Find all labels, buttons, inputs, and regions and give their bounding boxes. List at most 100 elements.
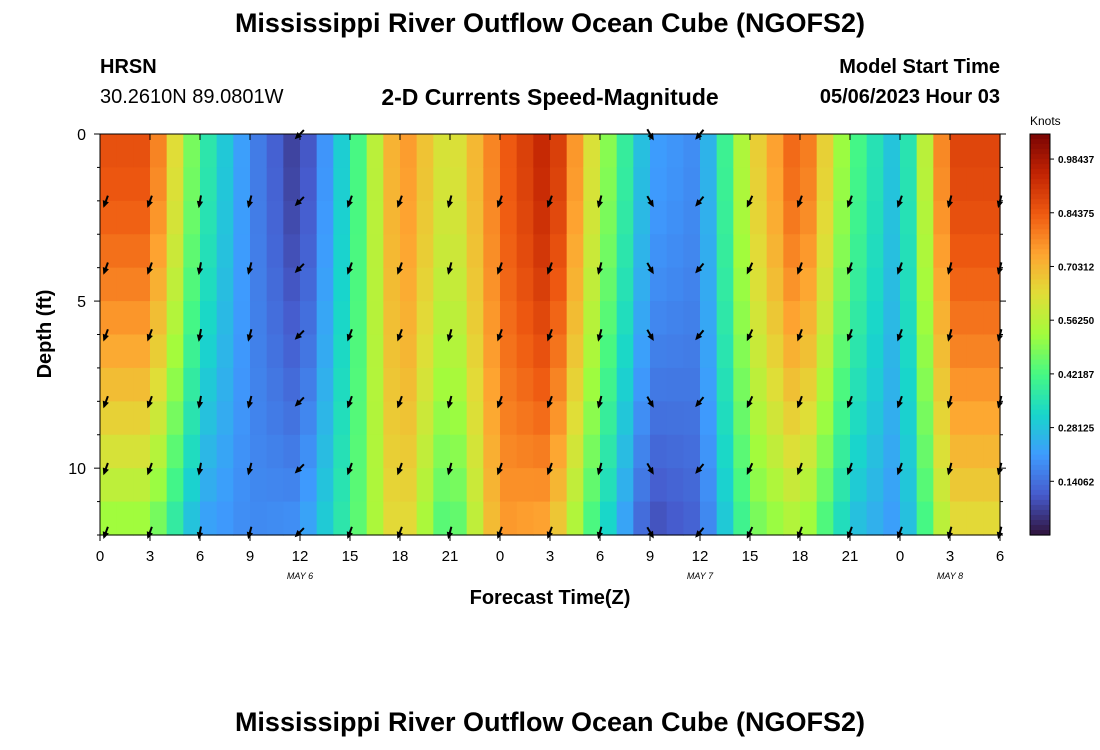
heatmap-cell [750, 501, 768, 536]
heatmap-cell [100, 134, 118, 169]
heatmap-cell [550, 334, 568, 369]
heatmap-cell [400, 401, 418, 436]
heatmap-cell [600, 401, 618, 436]
y-axis: 0 5 10 [68, 127, 1006, 536]
heatmap-cell [783, 134, 801, 169]
colorbar-segment [1030, 479, 1050, 486]
heatmap-cell [700, 468, 718, 503]
heatmap-cell [616, 200, 634, 235]
heatmap-cell [466, 267, 484, 302]
vector-arrow-head [596, 334, 603, 342]
heatmap-cell [383, 434, 401, 469]
heatmap-cell [933, 234, 951, 269]
heatmap-cell [550, 134, 568, 169]
heatmap-cell [633, 468, 651, 503]
heatmap-cell [833, 468, 851, 503]
heatmap-cell [200, 200, 218, 235]
heatmap-cell [466, 401, 484, 436]
heatmap-cell [400, 434, 418, 469]
chart-subtitle: 2-D Currents Speed-Magnitude [381, 84, 719, 110]
heatmap-cell [583, 367, 601, 402]
x-tick-label: 0 [496, 548, 504, 565]
heatmap-cell [516, 200, 534, 235]
colorbar-tick-label: 0.28125 [1058, 424, 1095, 435]
heatmap-cell [333, 167, 351, 202]
heatmap-cell [816, 167, 834, 202]
vector-arrow-head [796, 267, 803, 275]
heatmap-cell [616, 367, 634, 402]
heatmap-cell [266, 434, 284, 469]
heatmap-cell [183, 334, 201, 369]
heatmap-cell [283, 401, 301, 436]
heatmap-cell [433, 267, 451, 302]
heatmap-cell [216, 401, 234, 436]
heatmap-cell [733, 167, 751, 202]
heatmap-cell [666, 334, 684, 369]
heatmap-cell [533, 468, 551, 503]
heatmap-cell [350, 401, 368, 436]
vector-arrow-head [796, 400, 803, 409]
heatmap-cell [983, 367, 1001, 402]
heatmap-cell [283, 167, 301, 202]
heatmap-cell [333, 267, 351, 302]
vector-arrow-head [796, 200, 803, 208]
heatmap-cell [833, 401, 851, 436]
vector-arrow-head [396, 400, 403, 409]
heatmap-cell [866, 468, 884, 503]
heatmap-cell [550, 367, 568, 402]
heatmap-cell [450, 367, 468, 402]
colorbar-tick-label: 0.84375 [1058, 209, 1095, 220]
heatmap-cell [266, 301, 284, 336]
vector-arrow-head [246, 267, 253, 275]
vector-arrow-head [647, 466, 654, 475]
heatmap-cell [750, 334, 768, 369]
heatmap-cell [900, 468, 918, 503]
heatmap-cell [533, 501, 551, 536]
heatmap-cell [283, 434, 301, 469]
heatmap-cell [133, 401, 151, 436]
heatmap-cell [300, 234, 318, 269]
heatmap-cell [416, 234, 434, 269]
heatmap-cell [100, 401, 118, 436]
heatmap-cell [100, 301, 118, 336]
colorbar-segment [1030, 379, 1050, 386]
heatmap-cell [716, 468, 734, 503]
heatmap-cell [116, 267, 134, 302]
heatmap-cell [316, 134, 334, 169]
heatmap-cell [133, 434, 151, 469]
heatmap-cell [600, 468, 618, 503]
heatmap-cell [966, 367, 984, 402]
heatmap-cell [983, 434, 1001, 469]
heatmap-cell [766, 267, 784, 302]
heatmap-cell [333, 501, 351, 536]
heatmap-cell [900, 267, 918, 302]
heatmap-cell [800, 234, 818, 269]
heatmap-cell [150, 301, 168, 336]
heatmap-cell [800, 401, 818, 436]
heatmap-cell [250, 167, 268, 202]
heatmap-cell [483, 267, 501, 302]
heatmap-cell [733, 234, 751, 269]
heatmap-cell [583, 468, 601, 503]
colorbar-tick-label: 0.70312 [1058, 262, 1095, 273]
heatmap-cell [883, 334, 901, 369]
heatmap-cell [833, 367, 851, 402]
heatmap-cell [583, 234, 601, 269]
x-axis-label: Forecast Time(Z) [470, 587, 631, 609]
colorbar-tick-label: 0.14062 [1058, 477, 1095, 488]
heatmap-cell [200, 301, 218, 336]
heatmap-cell [883, 401, 901, 436]
colorbar-segment [1030, 199, 1050, 205]
heatmap-cell [583, 501, 601, 536]
heatmap-cell [550, 267, 568, 302]
heatmap-cell [683, 468, 701, 503]
colorbar-segment [1030, 254, 1050, 260]
heatmap-cell [300, 167, 318, 202]
vector-arrow-head [496, 467, 503, 476]
heatmap-cell [383, 167, 401, 202]
heatmap-cell [900, 434, 918, 469]
heatmap-cells [100, 134, 1001, 536]
heatmap-cell [666, 167, 684, 202]
heatmap-cell [183, 367, 201, 402]
heatmap-cell [550, 434, 568, 469]
